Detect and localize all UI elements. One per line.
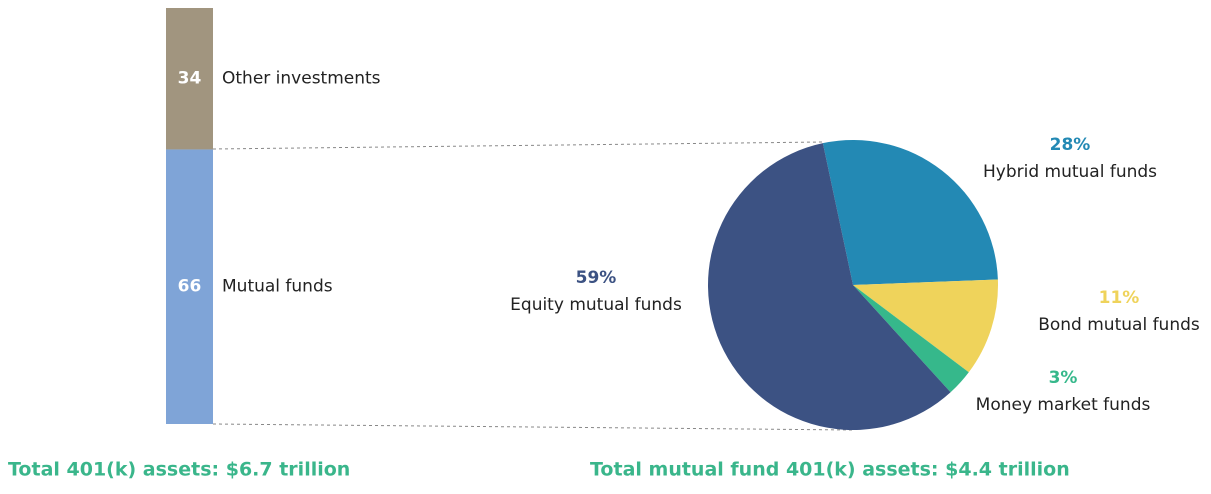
value-label: 66	[178, 277, 202, 297]
value-label: 34	[178, 69, 202, 89]
connector	[212, 141, 824, 150]
pie-slice	[853, 279, 998, 373]
category-label: Hybrid mutual funds	[983, 162, 1157, 182]
pie-slice	[707, 143, 951, 431]
connector	[212, 423, 854, 431]
value-label: 59%	[576, 268, 617, 288]
pie-slice	[822, 140, 998, 285]
bar-segment	[166, 149, 213, 424]
category-label: Equity mutual funds	[510, 295, 682, 315]
caption: Total 401(k) assets: $6.7 trillion	[8, 459, 350, 481]
bar-segment	[166, 8, 213, 150]
value-label: 28%	[1050, 135, 1091, 155]
value-label: 3%	[1049, 368, 1078, 388]
legend-label: Other investments	[222, 69, 381, 89]
legend-label: Mutual funds	[222, 277, 333, 297]
value-label: 11%	[1099, 288, 1140, 308]
pie-slice	[853, 285, 969, 393]
category-label: Money market funds	[976, 395, 1151, 415]
category-label: Bond mutual funds	[1038, 315, 1200, 335]
caption: Total mutual fund 401(k) assets: $4.4 tr…	[590, 459, 1070, 481]
